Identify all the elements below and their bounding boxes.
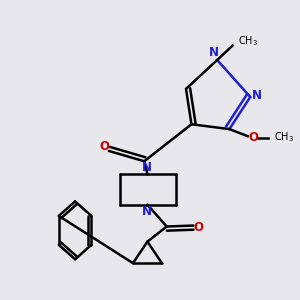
Text: N: N <box>142 160 152 173</box>
Text: CH$_3$: CH$_3$ <box>238 34 258 48</box>
Text: CH$_3$: CH$_3$ <box>274 130 294 144</box>
Text: N: N <box>252 89 262 102</box>
Text: N: N <box>209 46 219 59</box>
Text: O: O <box>193 220 203 234</box>
Text: N: N <box>142 205 152 218</box>
Text: O: O <box>248 130 259 144</box>
Text: O: O <box>99 140 109 153</box>
